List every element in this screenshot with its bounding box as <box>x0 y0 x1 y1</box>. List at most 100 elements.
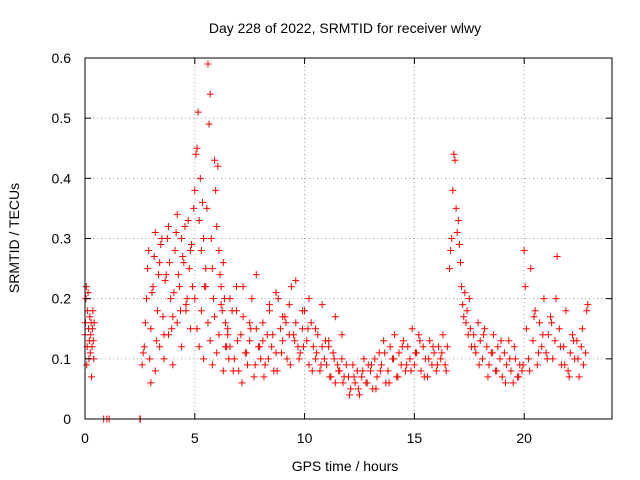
data-point <box>358 373 366 381</box>
data-point <box>485 361 493 369</box>
data-point <box>317 361 325 369</box>
data-point <box>493 367 501 375</box>
data-point <box>82 283 90 291</box>
data-point <box>561 361 569 369</box>
data-point <box>350 373 358 381</box>
data-point <box>451 156 459 164</box>
data-point <box>225 355 233 363</box>
data-point <box>261 361 269 369</box>
data-point <box>466 325 474 333</box>
data-point <box>455 241 463 249</box>
data-point <box>582 349 590 357</box>
data-point <box>218 307 226 315</box>
data-point <box>162 271 170 279</box>
data-point <box>215 247 223 255</box>
data-point <box>272 289 280 297</box>
data-point <box>338 355 346 363</box>
data-point <box>237 331 245 339</box>
x-tick-label: 10 <box>297 430 313 446</box>
data-point <box>215 331 223 339</box>
data-point <box>534 349 542 357</box>
data-point <box>376 367 384 375</box>
data-point <box>394 373 402 381</box>
data-point <box>234 337 242 345</box>
grid-lines <box>85 58 612 419</box>
data-point <box>150 253 158 261</box>
chart-title: Day 228 of 2022, SRMTID for receiver wlw… <box>209 20 481 36</box>
data-point <box>453 228 461 236</box>
data-point <box>198 198 206 206</box>
x-tick-label: 15 <box>407 430 423 446</box>
data-point <box>259 337 267 345</box>
data-point <box>83 361 91 369</box>
data-point <box>247 325 255 333</box>
data-point <box>88 373 96 381</box>
data-point <box>142 295 150 303</box>
data-point <box>179 253 187 261</box>
data-point <box>538 343 546 351</box>
data-point <box>305 295 313 303</box>
data-point <box>574 355 582 363</box>
data-point <box>295 355 303 363</box>
data-point <box>551 337 559 345</box>
data-point <box>292 319 300 327</box>
data-point <box>443 343 451 351</box>
data-point <box>527 265 535 273</box>
data-point <box>88 325 96 333</box>
data-point <box>178 343 186 351</box>
data-point <box>206 90 214 98</box>
data-point <box>351 379 359 387</box>
data-point <box>420 373 428 381</box>
data-point <box>489 331 497 339</box>
data-point <box>562 307 570 315</box>
data-point <box>410 361 418 369</box>
data-point <box>429 343 437 351</box>
data-point <box>279 313 287 321</box>
data-point <box>447 247 455 255</box>
data-point <box>458 283 466 291</box>
data-point <box>181 222 189 230</box>
data-point <box>463 307 471 315</box>
data-point <box>386 343 394 351</box>
data-point <box>415 331 423 339</box>
data-point <box>354 385 362 393</box>
data-point <box>193 325 201 333</box>
data-point <box>141 319 149 327</box>
data-point <box>433 361 441 369</box>
data-point <box>575 373 583 381</box>
y-tick-label: 0.3 <box>52 231 72 247</box>
data-point <box>285 331 293 339</box>
data-point <box>183 295 191 303</box>
data-point <box>308 367 316 375</box>
data-point <box>318 343 326 351</box>
data-point <box>520 247 528 255</box>
data-point <box>474 319 482 327</box>
data-point <box>194 108 202 116</box>
data-point <box>184 216 192 224</box>
data-point <box>202 283 210 291</box>
data-point <box>331 379 339 387</box>
data-point <box>191 295 199 303</box>
data-point <box>349 361 357 369</box>
data-point <box>373 373 381 381</box>
data-point <box>207 235 215 242</box>
data-point <box>476 337 484 345</box>
data-point <box>449 186 457 194</box>
x-tick-label: 5 <box>191 430 199 446</box>
data-point <box>238 379 246 387</box>
data-point <box>89 307 97 315</box>
data-point <box>472 349 480 357</box>
data-point <box>326 373 334 381</box>
data-point <box>151 228 159 236</box>
data-point <box>321 337 329 345</box>
data-point <box>503 361 511 369</box>
data-point <box>475 361 483 369</box>
data-point <box>291 337 299 345</box>
data-point <box>531 307 539 315</box>
data-point <box>204 60 212 68</box>
data-point <box>568 331 576 339</box>
data-point <box>203 204 211 212</box>
data-point <box>211 313 219 321</box>
data-point <box>536 319 544 327</box>
data-points <box>81 60 592 423</box>
